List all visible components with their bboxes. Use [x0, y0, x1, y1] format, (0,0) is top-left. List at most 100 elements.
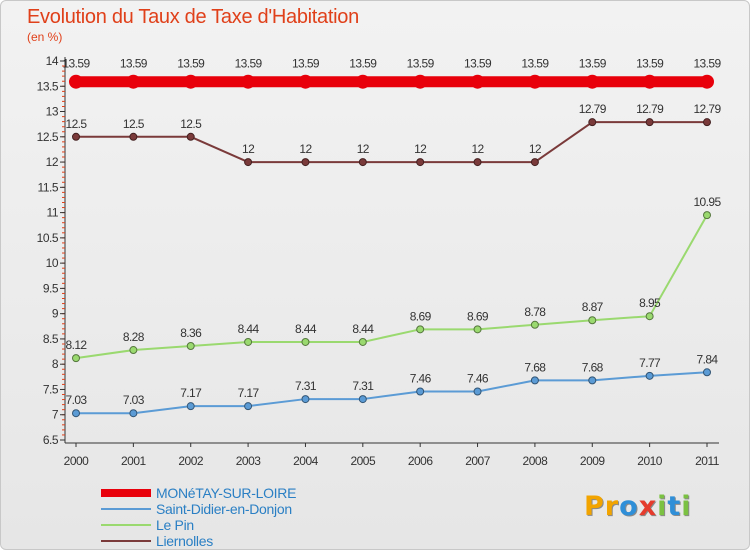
data-label: 7.46	[410, 371, 432, 385]
data-point	[703, 368, 711, 377]
y-tick-label: 8	[52, 357, 59, 371]
data-point	[416, 158, 425, 167]
data-point	[588, 118, 597, 127]
data-label: 13.59	[579, 57, 607, 71]
data-label: 8.12	[66, 338, 88, 352]
data-label: 12	[414, 142, 427, 156]
data-label: 7.03	[123, 393, 145, 407]
data-label: 10.95	[693, 195, 721, 209]
y-tick-label: 14	[46, 54, 59, 68]
data-point	[244, 402, 253, 411]
data-point	[588, 316, 597, 325]
data-point	[530, 376, 539, 385]
series-line	[76, 371, 708, 415]
y-tick-label: 7	[52, 408, 59, 422]
data-label: 13.59	[464, 57, 492, 71]
data-point	[129, 346, 138, 355]
data-label: 8.87	[582, 300, 604, 314]
data-label: 13.59	[292, 57, 320, 71]
data-point	[129, 132, 138, 141]
legend-label: Le Pin	[156, 517, 194, 533]
x-tick-label: 2002	[178, 454, 204, 468]
data-label: 12	[357, 142, 370, 156]
y-tick-label: 12.5	[37, 130, 59, 144]
data-label: 13.59	[62, 57, 90, 71]
data-point	[72, 132, 80, 141]
data-point	[413, 74, 428, 89]
data-point	[473, 387, 482, 396]
data-point	[588, 376, 597, 385]
chart-title: Evolution du Taux de Taxe d'Habitation	[27, 6, 359, 28]
data-point	[183, 74, 198, 89]
series-line	[75, 214, 708, 360]
data-point	[129, 409, 138, 418]
data-point	[72, 354, 80, 363]
data-label: 12.5	[66, 117, 88, 131]
data-point	[186, 342, 195, 351]
data-point	[241, 74, 256, 89]
data-label: 7.77	[639, 356, 661, 370]
data-point	[703, 211, 711, 220]
data-point	[700, 74, 714, 89]
x-tick-label: 2010	[637, 454, 663, 468]
legend-swatch	[101, 489, 151, 497]
data-point	[703, 118, 711, 127]
logo-letter: x	[638, 491, 658, 522]
data-point	[358, 337, 367, 346]
data-point	[358, 158, 367, 167]
data-label: 12	[529, 142, 542, 156]
legend-label: Saint-Didier-en-Donjon	[156, 501, 292, 517]
data-point	[416, 387, 425, 396]
y-tick-label: 8.5	[43, 332, 59, 346]
y-tick-label: 11.5	[38, 180, 59, 194]
chart-subtitle: (en %)	[27, 30, 63, 44]
data-label: 13.59	[177, 57, 205, 71]
x-tick-label: 2009	[580, 454, 606, 468]
data-point	[186, 132, 195, 141]
x-tick-label: 2005	[350, 454, 376, 468]
data-label: 7.17	[180, 386, 202, 400]
logo-letter: P	[584, 491, 605, 522]
data-label: 8.95	[639, 296, 661, 310]
data-label: 12	[471, 142, 484, 156]
data-label: 13.59	[235, 57, 263, 71]
data-label: 12.5	[123, 117, 145, 131]
y-tick-label: 13.5	[37, 79, 59, 93]
x-tick-label: 2000	[64, 454, 90, 468]
data-point	[244, 337, 253, 346]
data-point	[358, 395, 367, 404]
data-point	[585, 74, 600, 89]
logo-letter: i	[681, 491, 692, 522]
x-tick-label: 2004	[293, 454, 319, 468]
data-point	[645, 312, 654, 321]
data-label: 8.36	[180, 326, 202, 340]
data-label: 7.84	[697, 352, 719, 366]
data-point	[416, 325, 425, 334]
data-point	[473, 325, 482, 334]
x-tick-label: 2006	[408, 454, 434, 468]
data-point	[530, 320, 539, 329]
data-point	[473, 158, 482, 167]
logo-letter: i	[657, 491, 668, 522]
data-point	[126, 74, 141, 89]
data-label: 8.44	[295, 322, 317, 336]
data-point	[642, 74, 657, 89]
data-point	[301, 395, 310, 404]
y-tick-label: 10.5	[37, 231, 59, 245]
x-tick-label: 2003	[236, 454, 262, 468]
data-point	[355, 74, 370, 89]
proxiti-logo: Proxiti	[584, 491, 692, 522]
data-label: 8.44	[238, 322, 260, 336]
legend-item: Saint-Didier-en-Donjon	[101, 501, 361, 517]
data-point	[186, 402, 195, 411]
data-point	[301, 158, 310, 167]
data-label: 13.59	[521, 57, 549, 71]
data-label: 8.44	[352, 322, 374, 336]
data-label: 7.17	[238, 386, 260, 400]
logo-letter: t	[667, 491, 682, 522]
y-tick-label: 12	[46, 155, 59, 169]
legend-item: Liernolles	[101, 533, 361, 549]
data-label: 13.59	[407, 57, 435, 71]
